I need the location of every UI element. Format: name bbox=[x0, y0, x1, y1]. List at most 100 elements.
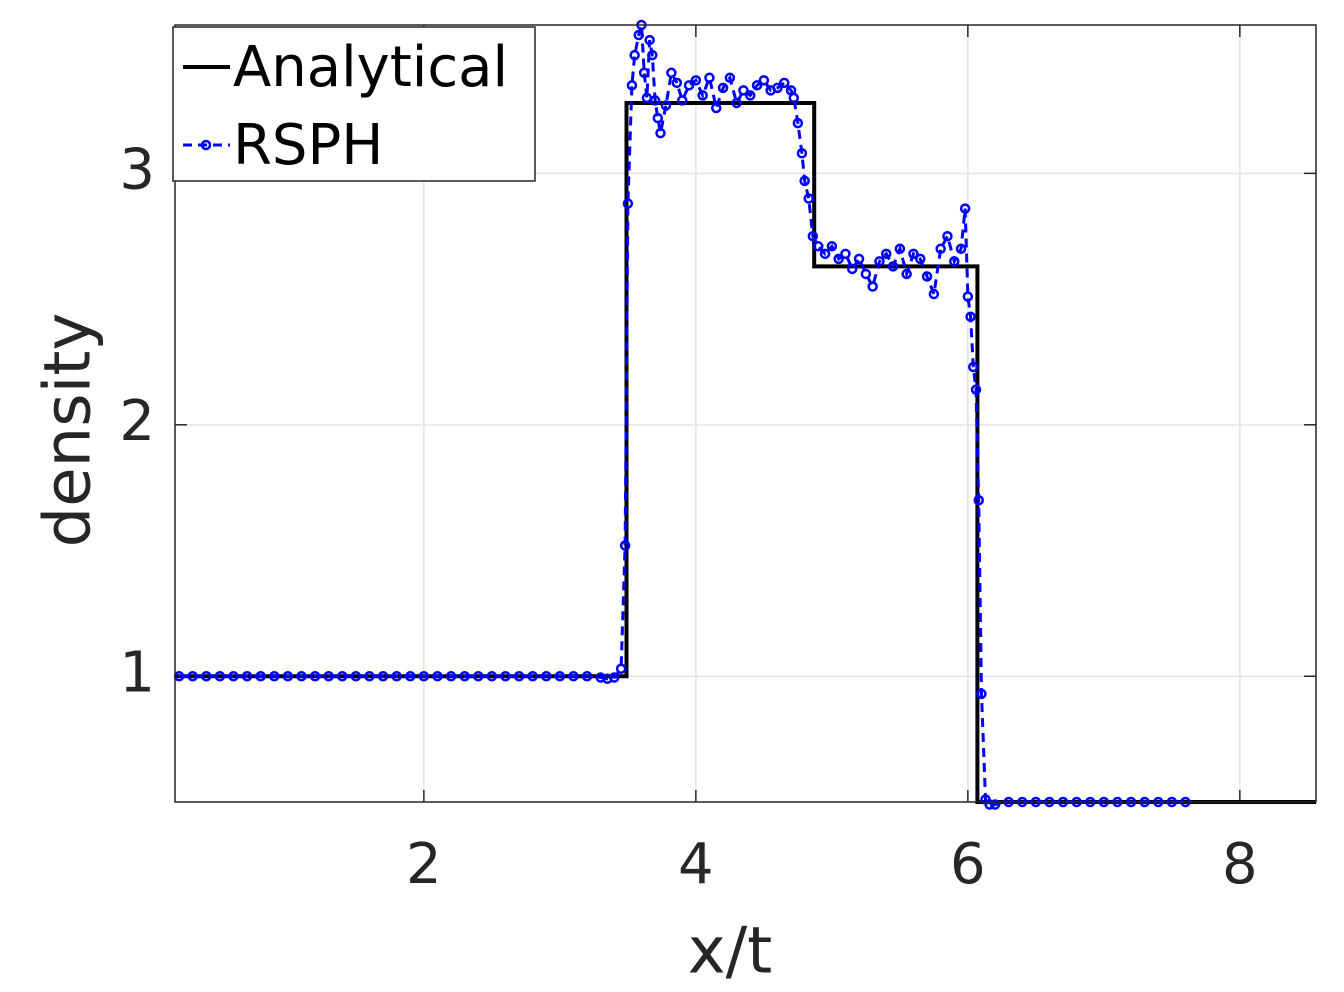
data-point bbox=[955, 243, 967, 255]
data-point bbox=[959, 203, 971, 214]
x-tick-label: 6 bbox=[950, 832, 986, 897]
data-point bbox=[473, 671, 484, 682]
data-point bbox=[626, 80, 638, 91]
data-point bbox=[788, 92, 800, 104]
data-point bbox=[350, 671, 362, 682]
data-point bbox=[942, 230, 953, 242]
data-point bbox=[581, 671, 593, 682]
data-point bbox=[915, 253, 926, 265]
data-point bbox=[337, 671, 348, 682]
x-tick-label: 2 bbox=[406, 832, 442, 897]
data-point bbox=[228, 671, 239, 682]
data-point bbox=[513, 671, 525, 682]
data-point bbox=[677, 95, 688, 106]
data-point bbox=[377, 671, 389, 682]
data-point bbox=[214, 671, 226, 682]
data-point bbox=[935, 243, 946, 255]
data-point bbox=[874, 256, 885, 267]
data-point bbox=[853, 253, 865, 265]
series-line bbox=[179, 24, 1186, 806]
data-point bbox=[671, 77, 683, 89]
data-point bbox=[840, 248, 851, 260]
data-point bbox=[554, 671, 566, 682]
y-tick-label: 1 bbox=[119, 640, 155, 705]
data-point bbox=[187, 671, 198, 682]
data-point bbox=[799, 175, 810, 187]
data-point bbox=[965, 311, 976, 322]
data-point bbox=[908, 248, 919, 260]
data-point bbox=[459, 671, 470, 682]
data-point bbox=[644, 34, 655, 46]
data-point bbox=[921, 271, 933, 282]
data-point bbox=[887, 261, 899, 272]
data-point bbox=[622, 198, 634, 209]
data-point bbox=[391, 671, 402, 682]
data-point bbox=[652, 112, 664, 124]
data-point bbox=[901, 268, 912, 280]
data-point bbox=[989, 799, 1001, 810]
data-point bbox=[527, 671, 538, 682]
x-tick-label: 4 bbox=[678, 832, 714, 897]
data-point bbox=[486, 671, 498, 682]
data-point bbox=[666, 67, 677, 79]
data-point bbox=[819, 248, 831, 260]
data-point bbox=[255, 671, 266, 682]
data-point bbox=[745, 90, 756, 101]
data-point bbox=[323, 671, 334, 682]
data-point bbox=[984, 799, 995, 810]
data-point bbox=[796, 147, 808, 159]
data-point bbox=[807, 230, 819, 242]
data-point bbox=[970, 384, 982, 395]
data-point bbox=[432, 671, 443, 682]
data-point bbox=[629, 49, 640, 61]
data-point bbox=[619, 540, 631, 551]
data-point bbox=[364, 671, 375, 682]
data-point bbox=[269, 671, 280, 682]
data-point bbox=[976, 688, 987, 700]
data-point bbox=[296, 671, 307, 682]
data-point bbox=[418, 671, 430, 682]
data-point bbox=[647, 49, 658, 61]
data-point bbox=[860, 268, 872, 280]
data-point bbox=[826, 241, 838, 252]
data-point bbox=[751, 80, 763, 91]
data-point bbox=[405, 671, 416, 682]
data-point bbox=[758, 75, 770, 86]
data-point bbox=[894, 243, 906, 255]
x-tick-label: 8 bbox=[1222, 832, 1258, 897]
data-point bbox=[717, 82, 729, 94]
data-point bbox=[655, 127, 666, 139]
data-point bbox=[833, 253, 844, 265]
data-point bbox=[638, 67, 650, 79]
data-point bbox=[724, 72, 736, 84]
data-point bbox=[568, 671, 579, 682]
data-point bbox=[500, 671, 511, 682]
data-point bbox=[609, 672, 620, 683]
y-tick-label: 3 bbox=[119, 137, 155, 202]
series-line bbox=[175, 101, 1316, 804]
data-point bbox=[867, 281, 878, 292]
data-point bbox=[704, 72, 715, 84]
data-point bbox=[968, 361, 979, 373]
legend-label: RSPH bbox=[233, 113, 383, 178]
data-point bbox=[813, 241, 824, 252]
data-point bbox=[697, 90, 708, 101]
legend-box bbox=[172, 26, 536, 182]
legend-label: Analytical bbox=[233, 35, 508, 100]
x-axis-label: x/t bbox=[688, 915, 773, 989]
data-point bbox=[649, 95, 661, 106]
data-point bbox=[660, 100, 672, 111]
data-point bbox=[633, 29, 644, 41]
data-point bbox=[973, 495, 984, 506]
data-point bbox=[847, 263, 858, 275]
data-point bbox=[792, 117, 804, 129]
y-axis-label: density bbox=[32, 313, 106, 548]
data-point bbox=[541, 671, 552, 682]
data-point bbox=[690, 75, 702, 86]
data-point bbox=[803, 193, 814, 204]
data-point bbox=[309, 671, 321, 682]
data-point bbox=[779, 77, 790, 89]
data-point bbox=[881, 248, 892, 260]
data-point bbox=[949, 256, 960, 267]
